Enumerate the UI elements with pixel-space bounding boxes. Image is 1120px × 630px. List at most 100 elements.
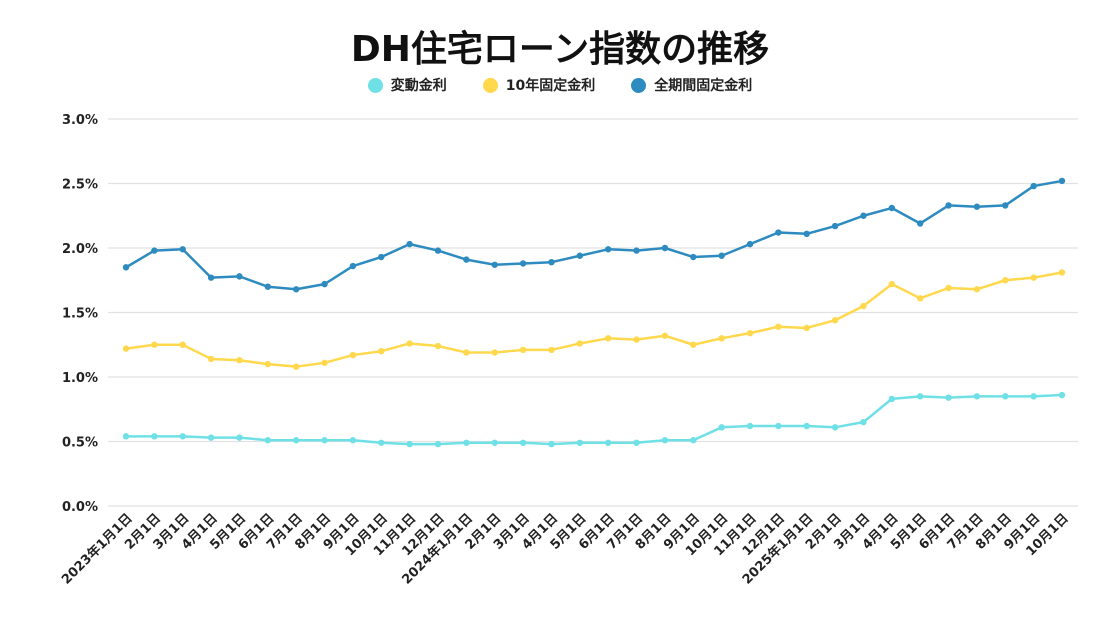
data-point [207,434,215,441]
data-point [576,340,584,347]
data-point [1002,202,1009,209]
y-tick-label: 1.5% [62,307,98,322]
legend-label: 10年固定金利 [505,78,596,94]
data-point [321,280,328,288]
data-point [916,220,924,227]
data-point [888,280,896,288]
data-point [888,204,896,212]
data-point [236,273,243,280]
data-point [576,252,584,259]
data-point [690,437,697,444]
data-point [916,295,924,302]
y-tick-label: 0.0% [62,500,98,515]
data-point [434,342,442,350]
data-point [207,355,215,363]
data-point [1002,277,1009,284]
data-point [463,349,470,356]
y-tick-label: 1.0% [62,371,98,386]
data-point [491,439,498,446]
data-point [463,256,470,263]
data-point [264,437,272,444]
data-point [434,247,442,254]
data-point [746,329,754,337]
data-point [1030,182,1037,190]
data-point [1058,391,1066,399]
data-point [973,286,981,293]
data-point [775,323,782,330]
data-point [378,253,385,261]
data-point [633,247,640,254]
y-tick-label: 2.0% [62,242,98,257]
data-point [292,363,300,370]
data-point [973,393,981,400]
data-point [463,439,470,446]
data-point [349,351,357,359]
legend-item-10y-fixed: 10年固定金利 [482,75,596,95]
data-point [831,222,839,230]
data-point [1030,274,1037,281]
data-point [604,246,612,253]
data-point [264,283,272,290]
data-point [179,246,186,253]
data-point [264,360,272,368]
data-point [888,395,896,403]
data-point [519,346,527,354]
data-point [973,203,981,210]
legend-item-variable: 変動金利 [367,75,447,95]
data-point [831,317,839,324]
legend-label: 変動金利 [390,78,447,94]
data-point [633,439,640,446]
data-point [860,418,867,426]
data-point [661,437,669,444]
legend-marker [482,77,498,93]
data-point [378,348,385,355]
data-point [803,422,810,430]
data-point [661,332,669,339]
data-point [916,393,924,400]
data-point [321,359,328,367]
data-point [746,240,754,248]
data-point [945,202,952,209]
data-point [775,422,782,430]
data-point [633,336,640,343]
data-point [548,346,555,354]
data-point [236,434,243,441]
data-point [945,394,952,401]
legend-label: 全期間固定金利 [654,78,753,94]
data-point [604,439,612,446]
data-point [519,439,527,446]
data-point [803,230,810,238]
series-line-1 [125,271,1063,368]
data-point [406,440,413,448]
data-point [236,357,243,364]
data-point [831,424,839,431]
legend-item-full-fixed: 全期間固定金利 [631,75,752,95]
data-point [491,261,498,268]
data-point [548,440,555,448]
data-point [321,437,328,444]
data-point [491,349,498,356]
data-point [576,439,584,446]
data-point [151,341,158,348]
data-point [378,439,385,446]
data-point [179,341,186,348]
data-point [690,253,697,261]
data-point [746,422,754,430]
legend-marker [631,77,647,93]
data-point [292,286,300,293]
data-point [604,335,612,342]
series-line-0 [126,393,1063,446]
data-point [1058,269,1066,276]
data-point [661,244,669,252]
y-tick-label: 2.5% [62,178,98,193]
data-point [1030,393,1037,400]
data-point [122,264,130,271]
data-point [406,240,413,248]
data-point [519,260,527,267]
data-point [718,335,725,342]
y-tick-label: 3.0% [62,113,98,128]
data-point [718,424,725,431]
data-point [151,247,158,254]
data-point [860,302,867,310]
